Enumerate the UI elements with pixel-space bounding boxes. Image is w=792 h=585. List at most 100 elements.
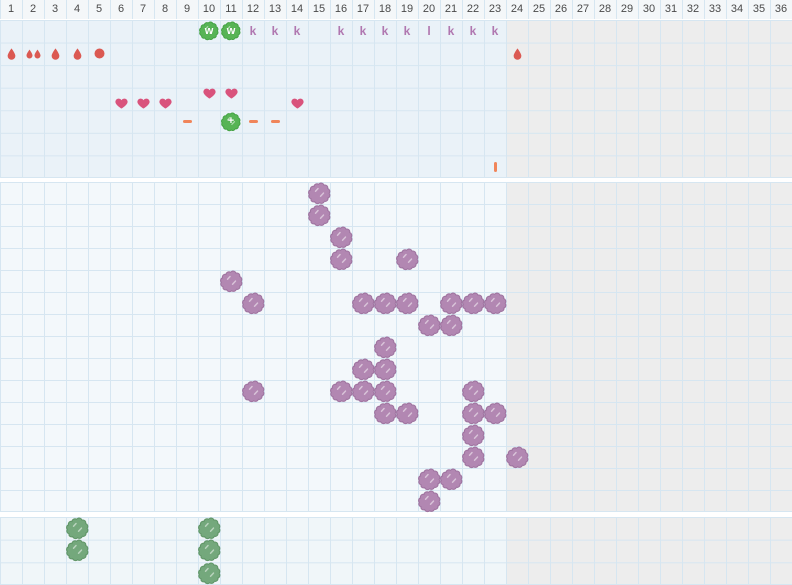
k-marker-label: k xyxy=(381,24,389,39)
heart-glyph xyxy=(224,89,238,100)
purple-bush-icon[interactable] xyxy=(417,490,440,512)
purple-bush-glyph xyxy=(439,468,462,490)
purple-bush-glyph xyxy=(395,248,418,270)
purple-bush-icon[interactable] xyxy=(395,248,418,270)
column-header: 5 xyxy=(95,3,103,15)
green-bush-icon[interactable] xyxy=(197,517,220,540)
purple-bush-glyph xyxy=(307,182,330,204)
purple-bush-icon[interactable] xyxy=(483,292,506,314)
purple-bush-icon[interactable] xyxy=(329,380,352,402)
double-water-drop-icon[interactable] xyxy=(22,43,44,66)
purple-bush-icon[interactable] xyxy=(483,402,506,424)
purple-bush-icon[interactable] xyxy=(439,314,462,336)
water-drop-icon[interactable] xyxy=(0,43,22,66)
k-marker-label: k xyxy=(491,24,499,39)
purple-bush-icon[interactable] xyxy=(461,380,484,402)
purple-bush-icon[interactable] xyxy=(373,336,396,358)
purple-bush-glyph xyxy=(329,226,352,248)
purple-bush-icon[interactable] xyxy=(373,402,396,424)
purple-bush-icon[interactable] xyxy=(373,292,396,314)
purple-bush-icon[interactable] xyxy=(417,314,440,336)
bloom-middle-grid[interactable] xyxy=(0,182,792,512)
heart-icon[interactable] xyxy=(132,88,154,111)
purple-bush-icon[interactable] xyxy=(329,226,352,248)
purple-bush-icon[interactable] xyxy=(351,292,374,314)
heart-icon[interactable] xyxy=(198,88,220,111)
water-drop-icon[interactable] xyxy=(44,43,66,66)
column-header: 12 xyxy=(246,3,260,15)
heart-icon[interactable] xyxy=(154,88,176,111)
k-marker[interactable]: k xyxy=(374,20,396,43)
k-marker[interactable]: k xyxy=(396,20,418,43)
purple-bush-icon[interactable] xyxy=(461,402,484,424)
k-marker[interactable]: k xyxy=(462,20,484,43)
purple-bush-icon[interactable] xyxy=(461,292,484,314)
purple-bush-icon[interactable] xyxy=(439,468,462,490)
green-bush-icon[interactable] xyxy=(197,540,220,563)
column-header: 22 xyxy=(466,3,480,15)
k-marker[interactable]: k xyxy=(352,20,374,43)
minus-icon[interactable] xyxy=(242,110,264,133)
purple-bush-glyph xyxy=(417,490,440,512)
care-top-grid[interactable]: w w k k k k k k k l k k k + xyxy=(0,20,792,178)
k-marker-label: k xyxy=(469,24,477,39)
w-bush-icon[interactable]: w xyxy=(198,20,220,43)
heart-glyph xyxy=(202,89,216,100)
heart-icon[interactable] xyxy=(110,88,132,111)
column-header: 28 xyxy=(598,3,612,15)
purple-bush-icon[interactable] xyxy=(351,380,374,402)
w-bush-label: w xyxy=(204,24,214,37)
heart-icon[interactable] xyxy=(220,88,242,111)
purple-bush-icon[interactable] xyxy=(241,380,264,402)
k-marker[interactable]: k xyxy=(484,20,506,43)
purple-bush-icon[interactable] xyxy=(395,292,418,314)
water-drop-glyph xyxy=(51,48,59,60)
inactive-weeks-region xyxy=(506,182,792,511)
purple-bush-icon[interactable] xyxy=(461,446,484,468)
inactive-weeks-region xyxy=(506,20,792,177)
purple-bush-icon[interactable] xyxy=(241,292,264,314)
purple-bush-icon[interactable] xyxy=(351,358,374,380)
heart-icon[interactable] xyxy=(286,88,308,111)
water-drop-icon[interactable] xyxy=(66,43,88,66)
harvest-bottom-grid[interactable] xyxy=(0,517,792,585)
minus-icon[interactable] xyxy=(264,110,286,133)
k-marker[interactable]: k xyxy=(440,20,462,43)
k-marker[interactable]: k xyxy=(242,20,264,43)
purple-bush-icon[interactable] xyxy=(417,468,440,490)
purple-bush-glyph xyxy=(461,424,484,446)
orange-bar-icon[interactable] xyxy=(484,155,506,178)
water-drop-glyph xyxy=(7,48,15,60)
purple-bush-glyph xyxy=(373,336,396,358)
minus-icon[interactable] xyxy=(176,110,198,133)
purple-bush-icon[interactable] xyxy=(329,248,352,270)
k-marker[interactable]: k xyxy=(264,20,286,43)
big-water-drop-icon[interactable] xyxy=(88,43,110,66)
water-drop-icon[interactable] xyxy=(506,43,528,66)
k-marker[interactable]: k xyxy=(330,20,352,43)
heart-glyph xyxy=(290,99,304,110)
green-bush-icon[interactable] xyxy=(65,517,88,540)
k-marker-label: k xyxy=(337,24,345,39)
green-bush-glyph xyxy=(197,517,220,539)
purple-bush-glyph xyxy=(329,248,352,270)
purple-bush-icon[interactable] xyxy=(219,270,242,292)
plus-bush-icon[interactable]: + xyxy=(220,110,242,133)
purple-bush-icon[interactable] xyxy=(461,424,484,446)
l-marker[interactable]: l xyxy=(418,20,440,43)
k-marker[interactable]: k xyxy=(286,20,308,43)
purple-bush-icon[interactable] xyxy=(373,380,396,402)
purple-bush-icon[interactable] xyxy=(307,204,330,226)
purple-bush-icon[interactable] xyxy=(307,182,330,204)
column-header: 34 xyxy=(730,3,744,15)
green-bush-icon[interactable] xyxy=(197,562,220,585)
purple-bush-icon[interactable] xyxy=(373,358,396,380)
k-marker-label: k xyxy=(271,24,279,39)
purple-bush-icon[interactable] xyxy=(439,292,462,314)
k-marker-label: k xyxy=(359,24,367,39)
green-bush-icon[interactable] xyxy=(65,540,88,563)
purple-bush-icon[interactable] xyxy=(395,402,418,424)
w-bush-icon[interactable]: w xyxy=(220,20,242,43)
purple-bush-icon[interactable] xyxy=(505,446,528,468)
plus-bush-glyph xyxy=(221,112,241,131)
